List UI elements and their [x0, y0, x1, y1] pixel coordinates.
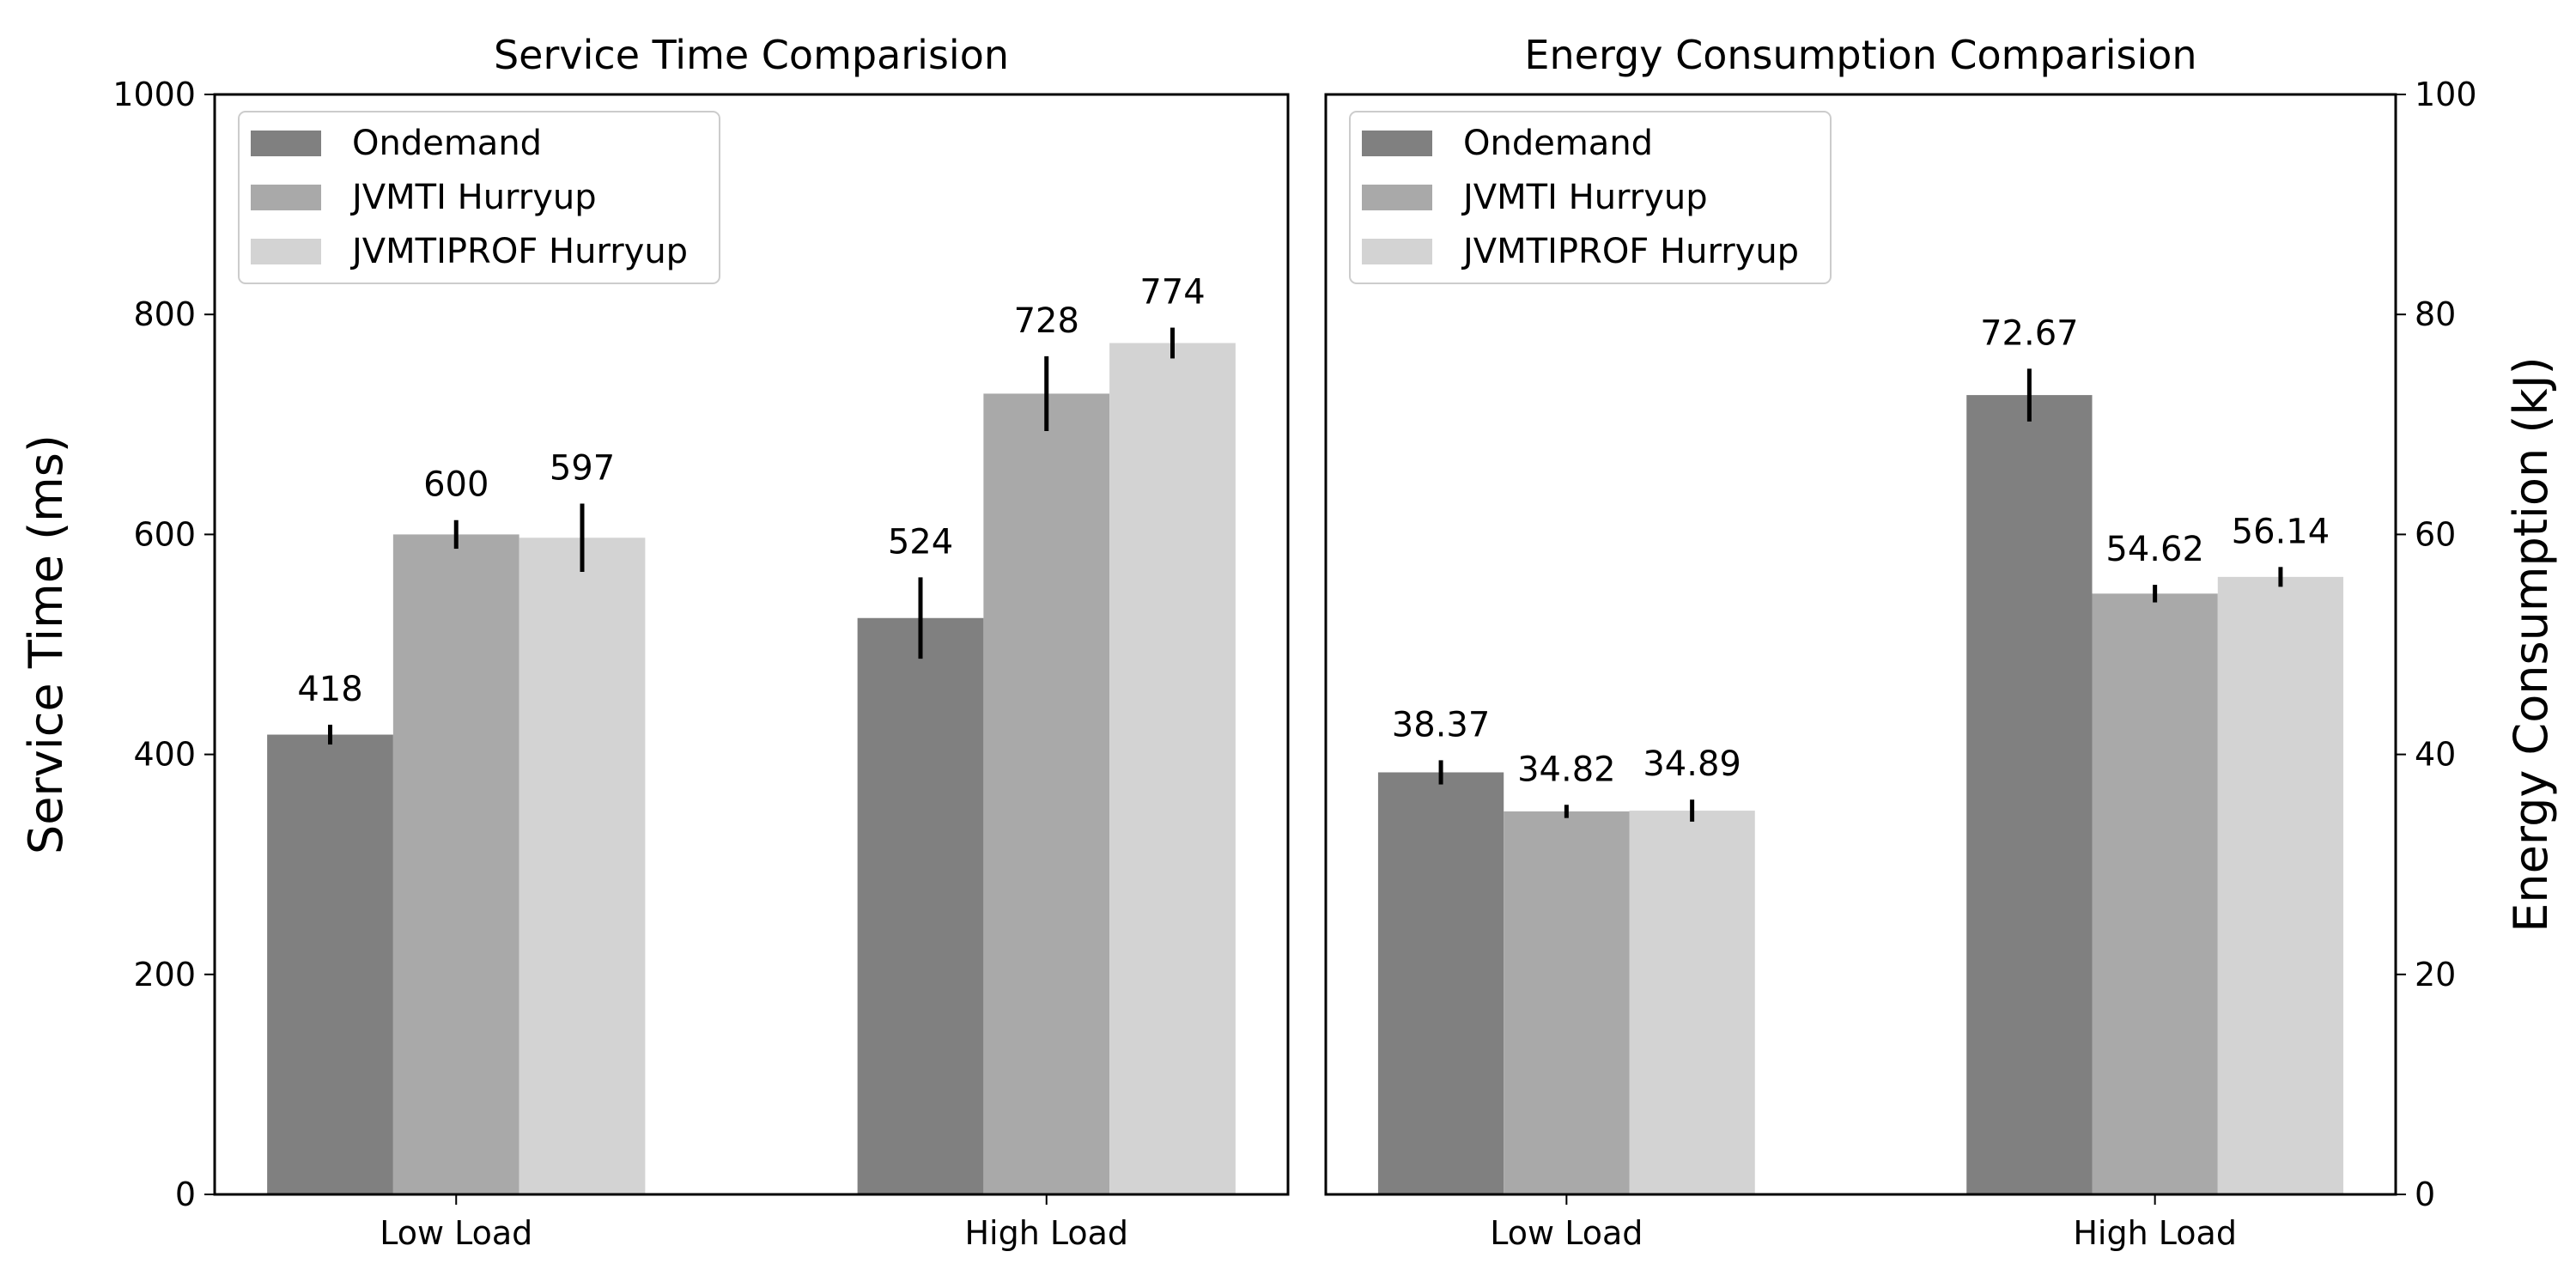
- value-label-jvmti-hurryup-low-load: 34.82: [1517, 750, 1616, 789]
- y-tick-label-1000: 1000: [112, 76, 196, 113]
- value-label-jvmtiprof-hurryup-low-load: 34.89: [1643, 744, 1741, 784]
- value-label-jvmtiprof-hurryup-high-load: 56.14: [2232, 512, 2330, 551]
- y-tick-label-100: 100: [2415, 76, 2477, 113]
- x-tick-label-high-load: High Load: [2073, 1214, 2237, 1252]
- bar-jvmti-hurryup-low-load: [1504, 811, 1630, 1194]
- legend-swatch-ondemand: [251, 131, 321, 156]
- legend-box: [1349, 111, 1832, 284]
- service-time-panel: 418 600 597 Low Load 524 728 774 High Load 0 200 4…: [19, 32, 1290, 1252]
- legend: Ondemand JVMTI Hurryup JVMTIPROF Hurryup: [1349, 111, 1832, 284]
- chart-title: Service Time Comparision: [494, 32, 1009, 78]
- value-label-ondemand-low-load: 38.37: [1392, 705, 1491, 744]
- y-tick-label-40: 40: [2415, 736, 2456, 774]
- legend-swatch-jvmtiprof-hurryup: [251, 239, 321, 264]
- y-tick-label-600: 600: [133, 515, 196, 553]
- x-tick-label-high-load: High Load: [964, 1214, 1128, 1252]
- value-label-ondemand-high-load: 72.67: [1980, 313, 2079, 353]
- bar-jvmti-hurryup-low-load: [392, 534, 519, 1194]
- legend-swatch-jvmti-hurryup: [251, 185, 321, 210]
- energy-consumption-panel: 38.37 34.82 34.89 Low Load 72.67 54.62 56.14 Hi…: [1324, 32, 2558, 1252]
- y-tick-label-0: 0: [175, 1176, 196, 1213]
- value-label-jvmti-hurryup-low-load: 600: [423, 465, 489, 505]
- y-tick-label-60: 60: [2415, 515, 2456, 553]
- legend: Ondemand JVMTI Hurryup JVMTIPROF Hurryup: [238, 111, 720, 284]
- bar-jvmtiprof-hurryup-low-load: [1629, 811, 1755, 1194]
- bar-jvmti-hurryup-high-load: [983, 393, 1110, 1194]
- y-tick-label-400: 400: [133, 736, 196, 774]
- x-tick-label-low-load: Low Load: [380, 1214, 532, 1252]
- value-label-ondemand-high-load: 524: [888, 522, 953, 562]
- legend-label-jvmti-hurryup: JVMTI Hurryup: [1461, 178, 1708, 217]
- value-label-jvmtiprof-hurryup-low-load: 597: [550, 449, 615, 489]
- y-tick-label-80: 80: [2415, 295, 2456, 333]
- y-axis-label: Energy Consumption (kJ): [2504, 356, 2558, 932]
- bar-ondemand-high-load: [1966, 395, 2093, 1194]
- bar-jvmtiprof-hurryup-low-load: [519, 538, 646, 1194]
- bar-jvmtiprof-hurryup-high-load: [2217, 576, 2344, 1194]
- value-label-jvmti-hurryup-high-load: 54.62: [2105, 530, 2204, 569]
- value-label-jvmtiprof-hurryup-high-load: 774: [1139, 273, 1205, 313]
- legend-label-jvmtiprof-hurryup: JVMTIPROF Hurryup: [1461, 232, 1799, 271]
- legend-swatch-jvmti-hurryup: [1362, 185, 1432, 210]
- x-tick-label-low-load: Low Load: [1490, 1214, 1643, 1252]
- bar-jvmtiprof-hurryup-high-load: [1109, 343, 1236, 1195]
- plot-frame: [1324, 93, 2397, 1196]
- value-label-jvmti-hurryup-high-load: 728: [1014, 301, 1079, 341]
- y-tick-label-800: 800: [133, 295, 196, 333]
- legend-label-ondemand: Ondemand: [1463, 124, 1653, 163]
- value-label-ondemand-low-load: 418: [297, 670, 362, 709]
- legend-label-ondemand: Ondemand: [352, 124, 542, 163]
- legend-swatch-ondemand: [1362, 131, 1432, 156]
- chart-title: Energy Consumption Comparision: [1524, 32, 2196, 78]
- legend-swatch-jvmtiprof-hurryup: [1362, 239, 1432, 264]
- bar-jvmti-hurryup-high-load: [2092, 593, 2218, 1194]
- bar-ondemand-low-load: [1377, 772, 1504, 1194]
- y-tick-label-200: 200: [133, 956, 196, 993]
- legend-box: [238, 111, 720, 284]
- legend-label-jvmtiprof-hurryup: JVMTIPROF Hurryup: [349, 232, 688, 271]
- bar-ondemand-low-load: [267, 734, 393, 1194]
- y-axis-label: Service Time (ms): [19, 434, 73, 854]
- plot-frame: [213, 93, 1290, 1196]
- bar-ondemand-high-load: [857, 617, 984, 1194]
- y-tick-label-20: 20: [2415, 956, 2456, 993]
- y-tick-label-0: 0: [2415, 1176, 2435, 1213]
- legend-label-jvmti-hurryup: JVMTI Hurryup: [349, 178, 597, 217]
